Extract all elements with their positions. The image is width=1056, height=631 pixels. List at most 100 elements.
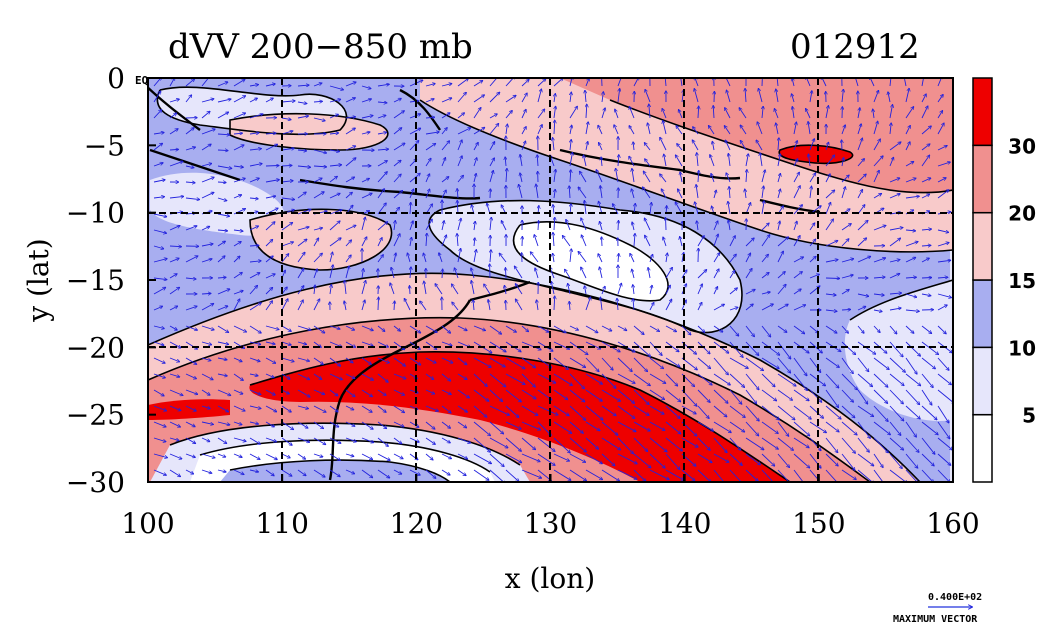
wind-vector xyxy=(441,405,451,413)
wind-vector xyxy=(153,405,166,411)
wind-vector xyxy=(297,389,310,397)
wind-vector xyxy=(410,267,411,279)
wind-vector xyxy=(809,274,819,279)
wind-vector xyxy=(249,226,258,231)
wind-vector xyxy=(778,221,780,231)
wind-vector xyxy=(441,357,453,363)
wind-vector xyxy=(793,205,802,215)
wind-vector xyxy=(729,437,741,450)
wind-vector xyxy=(201,293,211,294)
wind-vector xyxy=(662,109,667,119)
wind-vector xyxy=(297,166,310,167)
wind-vector xyxy=(185,325,197,330)
wind-vector xyxy=(617,405,635,418)
wind-vector xyxy=(345,128,355,135)
wind-vector xyxy=(233,291,243,295)
wind-vector xyxy=(664,154,667,167)
wind-vector xyxy=(393,128,402,135)
wind-vector xyxy=(201,163,212,167)
wind-vector xyxy=(725,108,731,119)
wind-vector xyxy=(665,268,672,279)
wind-vector xyxy=(537,79,546,87)
wind-vector xyxy=(713,357,728,375)
wind-vector xyxy=(633,357,647,371)
wind-vector xyxy=(729,341,743,357)
wind-vector xyxy=(680,237,683,247)
wind-vector xyxy=(425,143,436,151)
wind-vector xyxy=(233,405,245,411)
wind-vector xyxy=(570,140,571,151)
wind-vector xyxy=(649,437,667,452)
vector-legend-caption: MAXIMUM VECTOR xyxy=(893,614,978,625)
wind-vector xyxy=(793,159,798,167)
wind-vector xyxy=(313,325,325,333)
wind-vector xyxy=(697,302,702,311)
colorbar: 5 10 15 20 30 xyxy=(972,77,1036,483)
wind-vector xyxy=(681,270,687,279)
wind-vector xyxy=(313,83,322,87)
wind-vector xyxy=(905,277,916,278)
wind-vector xyxy=(393,389,404,395)
wind-vector xyxy=(473,158,477,167)
wind-vector xyxy=(562,236,571,247)
wind-vector xyxy=(330,285,331,295)
wind-vector xyxy=(233,79,245,87)
wind-vector xyxy=(489,421,503,434)
wind-vector xyxy=(505,405,519,417)
wind-vector xyxy=(537,109,545,119)
wind-vector xyxy=(345,281,346,295)
wind-vector xyxy=(921,277,932,278)
wind-vector xyxy=(725,78,731,87)
wind-vector xyxy=(281,254,289,263)
wind-vector xyxy=(745,189,746,199)
wind-vector xyxy=(601,373,616,388)
wind-vector xyxy=(471,281,475,295)
wind-vector xyxy=(761,78,763,87)
wind-vector xyxy=(474,221,475,231)
wind-vector xyxy=(760,153,763,167)
wind-vector xyxy=(297,150,306,151)
wind-vector xyxy=(729,421,744,432)
wind-vector xyxy=(855,78,859,87)
wind-vector xyxy=(665,299,672,311)
wind-vector xyxy=(568,284,571,295)
wind-vector xyxy=(521,357,535,368)
wind-vector xyxy=(649,405,664,414)
wind-vector xyxy=(345,82,356,87)
wind-vector xyxy=(809,389,822,402)
wind-vector xyxy=(643,187,651,199)
wind-vector xyxy=(825,155,835,167)
wind-vector xyxy=(905,242,918,247)
wind-vector xyxy=(505,421,521,429)
wind-vector xyxy=(601,405,616,416)
wind-vector xyxy=(361,300,365,311)
wind-vector xyxy=(616,168,619,183)
wind-vector xyxy=(169,99,179,103)
wind-vector xyxy=(435,284,443,295)
wind-vector xyxy=(201,357,211,361)
wind-vector xyxy=(345,225,356,231)
wind-vector xyxy=(905,405,920,419)
wind-vector xyxy=(585,286,586,295)
wind-vector xyxy=(377,341,388,347)
wind-vector xyxy=(457,189,458,199)
wind-vector xyxy=(169,274,177,279)
wind-vector xyxy=(506,124,507,135)
wind-vector xyxy=(281,101,295,102)
wind-vector xyxy=(618,254,619,263)
wind-vector xyxy=(489,114,497,119)
wind-vector xyxy=(873,139,880,151)
wind-vector xyxy=(585,357,599,371)
wind-vector xyxy=(249,389,261,395)
wind-vector xyxy=(249,405,261,409)
wind-vector xyxy=(697,325,705,332)
wind-vector xyxy=(505,437,521,451)
wind-vector xyxy=(425,99,434,103)
wind-vector xyxy=(169,196,184,198)
wind-vector xyxy=(729,236,735,247)
wind-vector xyxy=(265,180,279,183)
wind-vector xyxy=(345,240,351,247)
wind-vector xyxy=(329,210,342,215)
wind-vector xyxy=(617,283,621,295)
date-label: 012912 xyxy=(790,27,920,67)
